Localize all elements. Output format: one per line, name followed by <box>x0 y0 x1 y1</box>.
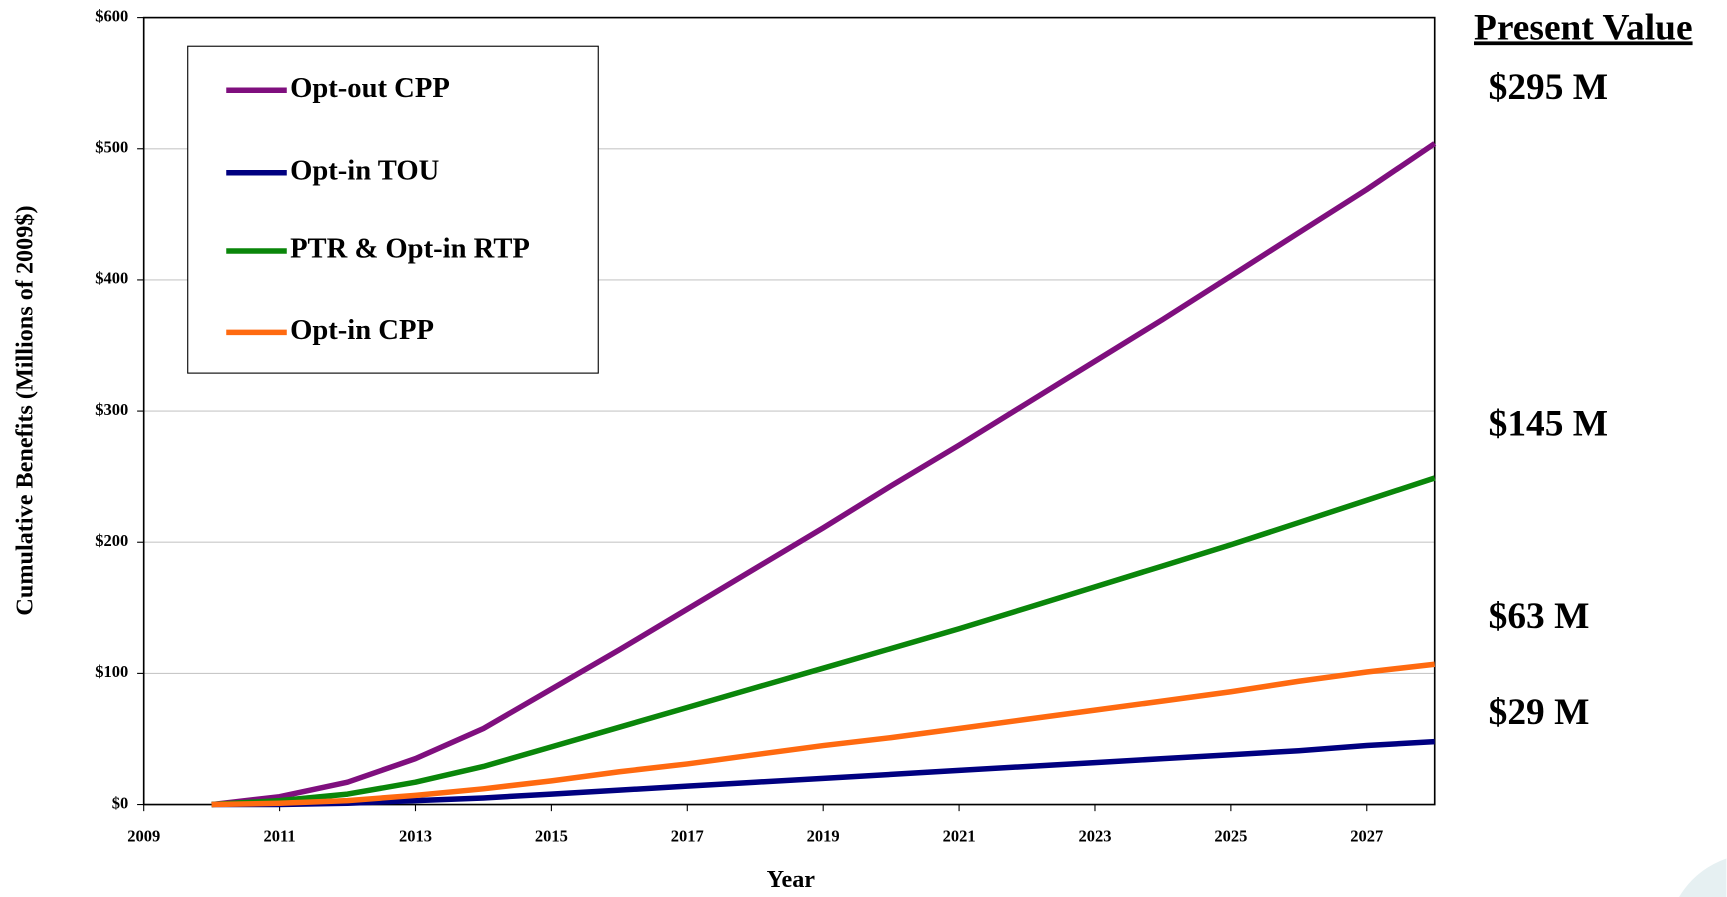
x-tick-label: 2023 <box>1078 826 1111 845</box>
corner-decoration <box>1679 858 1727 897</box>
annotation: $295 M <box>1489 67 1608 108</box>
legend-label: Opt-out CPP <box>290 73 450 104</box>
x-tick-label: 2015 <box>535 826 568 845</box>
series-line <box>211 475 1436 808</box>
y-tick-label: $100 <box>95 662 128 681</box>
x-tick-label: 2025 <box>1214 826 1247 845</box>
x-tick-label: 2019 <box>807 826 840 845</box>
x-axis-label: Year <box>767 866 816 893</box>
y-tick-label: $600 <box>95 6 128 25</box>
y-tick-label: $400 <box>95 269 128 288</box>
y-tick-label: $200 <box>95 531 128 550</box>
annotation-title: Present Value <box>1474 7 1693 48</box>
x-tick-label: 2017 <box>671 826 704 845</box>
y-tick-label: $0 <box>112 793 129 812</box>
legend-label: PTR & Opt-in RTP <box>290 234 530 265</box>
y-tick-label: $300 <box>95 400 128 419</box>
legend-box <box>187 45 599 374</box>
x-tick-label: 2009 <box>127 826 160 845</box>
y-tick-label: $500 <box>95 138 128 157</box>
annotation: $63 M <box>1489 596 1590 637</box>
series-line <box>211 738 1435 808</box>
legend-label: Opt-in TOU <box>290 155 439 186</box>
x-tick-label: 2013 <box>399 826 432 845</box>
legend-label: Opt-in CPP <box>290 315 434 346</box>
x-tick-label: 2027 <box>1350 826 1383 845</box>
x-tick-label: 2011 <box>264 826 296 845</box>
annotation: $145 M <box>1489 404 1608 445</box>
plot-frame <box>142 16 1436 806</box>
x-tick-label: 2021 <box>943 826 976 845</box>
series-line <box>211 141 1437 808</box>
annotation: $29 M <box>1489 692 1590 733</box>
y-axis-label: Cumulative Benefits (Millions of 2009$) <box>12 205 39 615</box>
series-line <box>211 661 1436 808</box>
